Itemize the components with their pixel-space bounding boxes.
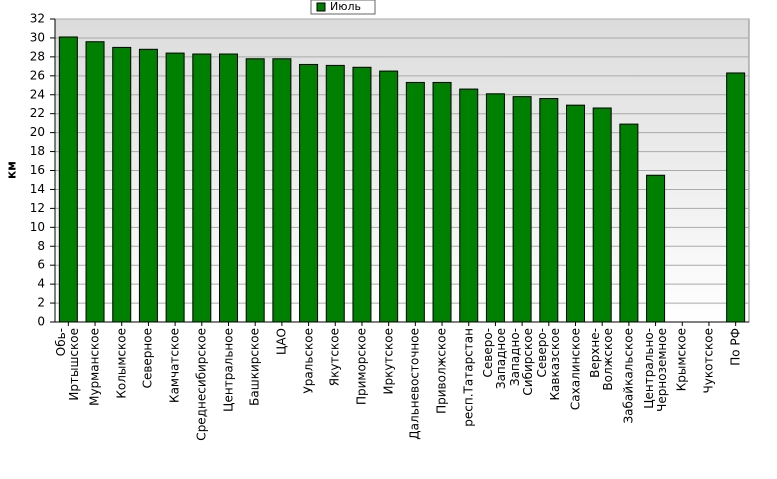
- bar: [592, 107, 612, 323]
- y-tick-label: 20: [30, 125, 45, 139]
- x-tick-label: ЦАО: [274, 328, 289, 355]
- bar: [619, 123, 639, 323]
- y-tick-label: 24: [30, 87, 45, 101]
- bar: [459, 88, 479, 323]
- y-tick-label: 26: [30, 68, 45, 82]
- y-tick-label: 2: [37, 296, 45, 310]
- bar: [379, 70, 399, 323]
- legend-box: [310, 0, 376, 15]
- y-tick-label: 32: [30, 12, 45, 26]
- bar: [325, 64, 345, 323]
- x-tick-label: Верхне- Волжское: [588, 328, 616, 391]
- y-tick-label: 8: [37, 239, 45, 253]
- bar: [432, 81, 452, 323]
- y-tick-label: 28: [30, 49, 45, 63]
- x-tick-label: Северо- Западное: [481, 328, 509, 390]
- bar: [539, 98, 559, 323]
- bar: [352, 66, 372, 323]
- y-tick-label: 18: [30, 144, 45, 158]
- bar: [219, 53, 238, 323]
- y-tick-label: 22: [30, 106, 45, 120]
- x-tick-label: Чукотское: [701, 328, 716, 394]
- legend-label: Июль: [330, 0, 361, 13]
- y-tick-label: 16: [30, 163, 45, 177]
- x-tick-label: Центральное: [221, 328, 235, 412]
- bar: [566, 104, 585, 323]
- bar: [726, 72, 746, 323]
- y-tick-label: 10: [30, 220, 45, 234]
- x-tick-label: Иркутское: [381, 328, 396, 395]
- bar: [485, 93, 505, 323]
- x-tick-label: Башкирское: [247, 328, 262, 406]
- x-tick-label: Уральское: [301, 328, 316, 394]
- bar: [112, 46, 132, 323]
- bar: [299, 63, 319, 323]
- y-tick-label: 12: [30, 201, 45, 215]
- x-tick-label: Камчатское: [167, 328, 182, 403]
- x-tick-label: Центрально- Черноземное: [641, 328, 669, 412]
- x-tick-label: Крымское: [674, 328, 689, 392]
- x-tick-label: Колымское: [114, 328, 129, 399]
- y-axis-label: км: [5, 161, 19, 179]
- y-tick-label: 30: [30, 30, 45, 44]
- x-tick-label: Северо- Кавказское: [534, 328, 562, 401]
- bar: [165, 52, 185, 323]
- x-tick-label: Обь- Иртышское: [54, 328, 82, 401]
- bar: [85, 41, 105, 323]
- y-tick-label: 4: [37, 277, 45, 291]
- x-tick-label: Среднесибирское: [194, 328, 209, 441]
- bar: [58, 36, 78, 323]
- bar: [138, 48, 158, 323]
- x-tick-label: Западно- Сибирское: [508, 328, 536, 396]
- bar: [646, 174, 666, 323]
- x-tick-label: Якутское: [327, 328, 342, 387]
- x-tick-label: Мурманское: [87, 328, 102, 406]
- x-tick-label: Приволжское: [434, 328, 449, 414]
- x-tick-label: Забайкальское: [621, 328, 636, 424]
- bar: [245, 58, 265, 323]
- x-tick-label: Сахалинское: [568, 328, 582, 411]
- x-tick-label: Дальневосточное: [407, 328, 422, 440]
- bar: [192, 53, 212, 323]
- y-tick-label: 14: [30, 182, 45, 196]
- x-tick-label: Приморское: [354, 328, 369, 406]
- x-tick-label: Северное: [140, 328, 155, 389]
- bar: [272, 58, 292, 323]
- x-tick-label: По РФ: [728, 328, 743, 366]
- legend-swatch: [316, 2, 326, 12]
- y-tick-label: 6: [37, 258, 45, 272]
- x-tick-label: респ.Татарстан: [461, 328, 476, 427]
- y-tick-label: 0: [37, 315, 45, 329]
- bar: [405, 81, 425, 323]
- bar: [512, 96, 532, 323]
